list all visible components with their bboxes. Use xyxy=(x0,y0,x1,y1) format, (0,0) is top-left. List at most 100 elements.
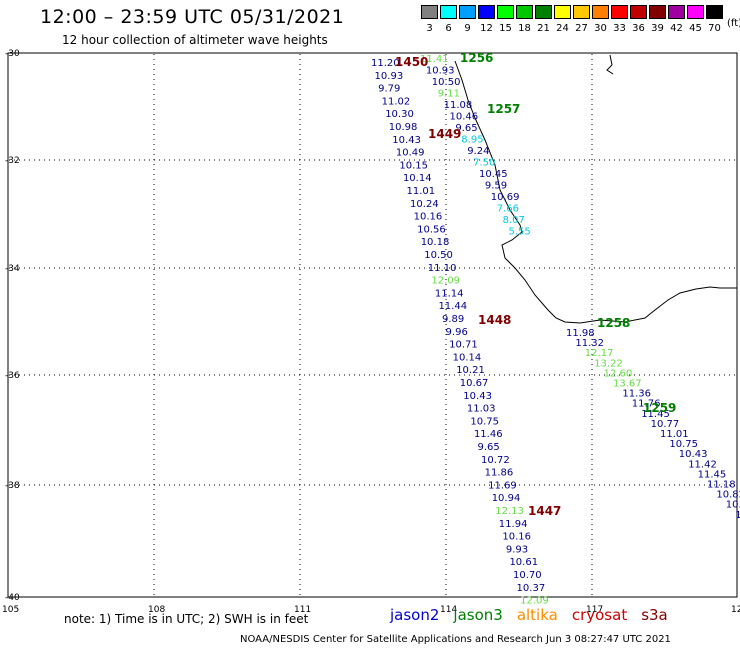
track-value: 10.43 xyxy=(463,391,492,402)
track-value: 10.69 xyxy=(491,192,520,203)
legend-item: cryosat xyxy=(571,606,628,624)
track-value: 11.20 xyxy=(371,58,400,69)
latitude-label: -34 xyxy=(5,264,20,274)
scale-label: 42 xyxy=(670,23,683,34)
scale-label: 18 xyxy=(518,23,531,34)
track-value: 11.14 xyxy=(435,288,464,299)
track-value: 11.76 xyxy=(632,399,661,410)
time-label: 1259 xyxy=(643,401,676,415)
coastline xyxy=(454,60,737,324)
track-value: 11.32 xyxy=(575,338,604,349)
track-value: 10.71 xyxy=(449,340,478,351)
scale-swatch xyxy=(421,5,438,19)
track-value: 10.15 xyxy=(399,160,428,171)
track-value: 10.50 xyxy=(432,77,461,88)
track-value: 10.46 xyxy=(450,112,479,123)
track-value: 11.46 xyxy=(474,429,503,440)
track-value: 9.24 xyxy=(467,146,489,157)
track-value: 10.30 xyxy=(385,109,414,120)
scale-label: 6 xyxy=(445,23,452,34)
track-value: 11.86 xyxy=(485,468,514,479)
track-value: 11.01 xyxy=(407,186,436,197)
scale-label: 45 xyxy=(689,23,702,34)
scale-swatch xyxy=(649,5,666,19)
scale-swatch xyxy=(687,5,704,19)
track-value: 10.93 xyxy=(375,71,404,82)
track-value: 10.98 xyxy=(389,122,418,133)
track-value: 9.89 xyxy=(442,314,464,325)
track-value: 11.98 xyxy=(566,328,595,339)
track-value: 10.75 xyxy=(470,416,499,427)
scale-label: 30 xyxy=(594,23,607,34)
scale-swatch xyxy=(706,5,723,19)
scale-swatch xyxy=(440,5,457,19)
scale-swatch xyxy=(611,5,628,19)
scale-label: 27 xyxy=(575,23,588,34)
track-value: 10.68 xyxy=(726,500,740,511)
latitude-label: -38 xyxy=(5,481,20,491)
track-value: 10.94 xyxy=(492,493,521,504)
track-value: 11.10 xyxy=(428,263,457,274)
track-value: 7.66 xyxy=(497,204,519,215)
track-value: 10.72 xyxy=(481,455,510,466)
track-value: 10.43 xyxy=(679,449,708,460)
track-value: 12.09 xyxy=(431,276,460,287)
satellite-legend: jason2 jason3 altika cryosat s3a xyxy=(390,606,682,624)
track-value: 9.11 xyxy=(438,89,460,100)
track-value: 11.18 xyxy=(707,480,736,491)
track-value: 10.82 xyxy=(716,490,740,501)
scale-label: 15 xyxy=(499,23,512,34)
track-value: 10.24 xyxy=(410,199,439,210)
scale-label: 36 xyxy=(632,23,645,34)
track-value: 10.70 xyxy=(513,570,542,581)
track-value: 10.14 xyxy=(453,352,482,363)
scale-swatch xyxy=(535,5,552,19)
track-value: 9.59 xyxy=(485,181,507,192)
track-value: 11.36 xyxy=(622,389,651,400)
longitude-label: 111 xyxy=(294,605,311,615)
track-value: 11.94 xyxy=(499,519,528,530)
scale-swatch xyxy=(497,5,514,19)
track-value: 10.37 xyxy=(517,583,546,594)
track-value: 9.79 xyxy=(378,84,400,95)
time-label: 1449 xyxy=(428,127,461,141)
track-value: 11.01 xyxy=(660,429,689,440)
scale-swatch xyxy=(478,5,495,19)
track-value: 10.77 xyxy=(651,419,680,430)
track-value: 11.45 xyxy=(698,469,727,480)
scale-label: 33 xyxy=(613,23,626,34)
track-value: 11.42 xyxy=(688,459,717,470)
longitude-label: 108 xyxy=(148,605,165,615)
longitude-label: 117 xyxy=(586,605,603,615)
island-outline xyxy=(606,54,614,75)
time-label: 1256 xyxy=(460,51,493,65)
longitude-label: 105 xyxy=(2,605,19,615)
scale-label: 21 xyxy=(537,23,550,34)
latitude-labels: -30 -32 -34 -36 -38 -40 xyxy=(5,49,20,603)
track-value: 10.67 xyxy=(460,378,489,389)
scale-swatch xyxy=(630,5,647,19)
track-value: 12.13 xyxy=(495,506,524,517)
track-value: 12.17 xyxy=(585,348,614,359)
track-value: 9.65 xyxy=(455,123,477,134)
scale-label: 39 xyxy=(651,23,664,34)
scale-swatch xyxy=(668,5,685,19)
track-value: 8.95 xyxy=(461,135,483,146)
track-value: 11.03 xyxy=(467,404,496,415)
time-label: 1447 xyxy=(528,504,561,518)
legend-item: s3a xyxy=(641,606,668,624)
track-value: 11.44 xyxy=(438,301,467,312)
track-value: 10.61 xyxy=(509,557,538,568)
track-value: 10.93 xyxy=(426,66,455,77)
track-values: 11.2010.939.7911.0210.3010.9810.4310.491… xyxy=(371,54,740,607)
latitude-label: -32 xyxy=(5,156,20,166)
time-label: 1450 xyxy=(395,55,428,69)
time-labels: 1450 1256 1257 1449 1448 1258 1259 1447 xyxy=(395,51,676,518)
page-title: 12:00 – 23:59 UTC 05/31/2021 xyxy=(40,6,345,28)
track-value: 10.45 xyxy=(479,169,508,180)
track-value: 10.16 xyxy=(502,532,531,543)
legend-item: jason2 xyxy=(390,606,440,624)
track-value: 11.45 xyxy=(641,409,670,420)
color-scale-unit: (ft) xyxy=(727,18,740,29)
